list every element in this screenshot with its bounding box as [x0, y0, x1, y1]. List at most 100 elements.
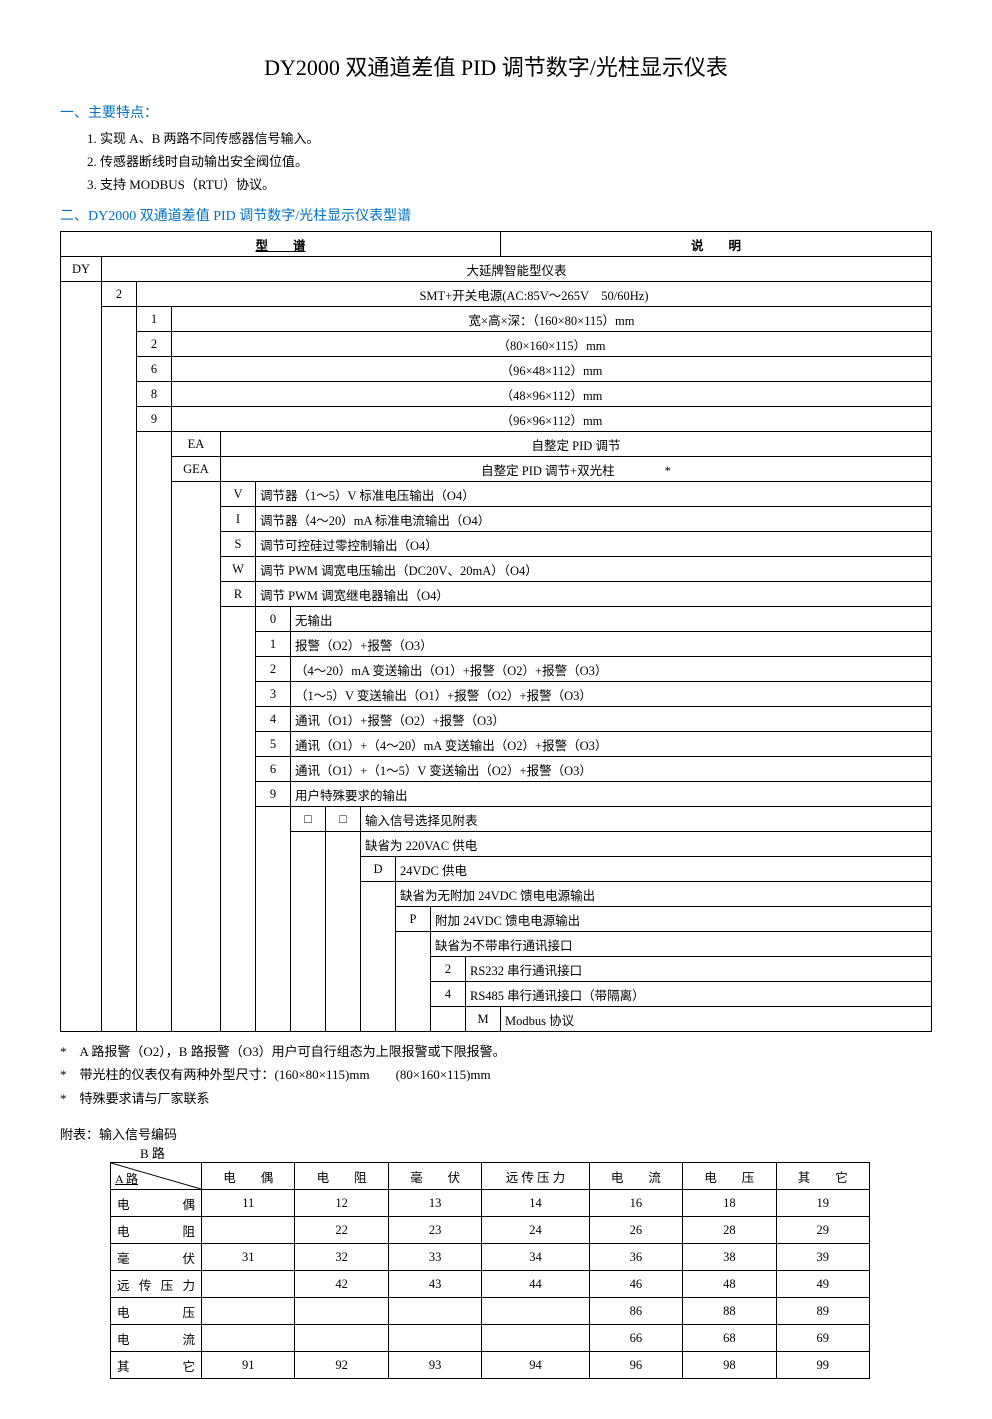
spec-code-cell — [61, 632, 102, 657]
signal-row: 电 阻222324262829 — [111, 1217, 870, 1244]
spec-code-cell — [61, 707, 102, 732]
spec-code-cell — [172, 482, 221, 507]
spec-code-cell — [326, 907, 361, 932]
signal-cell: 89 — [776, 1298, 869, 1325]
spec-code-cell — [172, 507, 221, 532]
signal-cell: 32 — [295, 1244, 388, 1271]
spec-code-cell — [172, 607, 221, 632]
spec-code-cell: 1 — [256, 632, 291, 657]
spec-code-cell — [102, 882, 137, 907]
spec-code-cell — [61, 532, 102, 557]
spec-code-cell — [102, 632, 137, 657]
spec-row: 9（96×96×112）mm — [61, 407, 932, 432]
spec-code-cell — [61, 557, 102, 582]
spec-code-cell: 3 — [256, 682, 291, 707]
signal-col-header: 毫 伏 — [388, 1163, 481, 1190]
spec-code-cell — [102, 707, 137, 732]
spec-code-cell — [221, 1007, 256, 1032]
spec-code-cell — [361, 957, 396, 982]
spec-code-cell: 9 — [137, 407, 172, 432]
spec-code-cell — [137, 607, 172, 632]
spec-code-cell — [326, 932, 361, 957]
signal-cell — [202, 1217, 295, 1244]
spec-code-cell — [102, 432, 137, 457]
note-line: * A 路报警（O2），B 路报警（O3）用户可自行组态为上限报警或下限报警。 — [60, 1040, 932, 1063]
spec-code-cell: EA — [172, 432, 221, 457]
spec-code-cell — [221, 882, 256, 907]
spec-code-cell — [102, 682, 137, 707]
spec-desc-cell: 调节器（4～20）mA 标准电流输出（O4） — [256, 507, 932, 532]
spec-code-cell — [256, 907, 291, 932]
signal-cell — [202, 1325, 295, 1352]
spec-code-cell — [172, 732, 221, 757]
spec-code-cell — [172, 807, 221, 832]
spec-row: 9用户特殊要求的输出 — [61, 782, 932, 807]
spec-code-cell — [61, 432, 102, 457]
spec-code-cell — [102, 382, 137, 407]
spec-code-cell — [137, 807, 172, 832]
signal-col-header: 电 压 — [683, 1163, 776, 1190]
spec-desc-cell: （4～20）mA 变送输出（O1）+报警（O2）+报警（O3） — [291, 657, 932, 682]
spec-code-cell — [326, 882, 361, 907]
section-1-title: 一、主要特点： — [60, 102, 932, 122]
spec-code-cell — [61, 1007, 102, 1032]
spec-desc-cell: 用户特殊要求的输出 — [291, 782, 932, 807]
spec-code-cell — [61, 907, 102, 932]
spec-code-cell — [172, 982, 221, 1007]
spec-desc-cell: 缺省为不带串行通讯接口 — [431, 932, 932, 957]
signal-cell: 36 — [589, 1244, 682, 1271]
signal-cell: 12 — [295, 1190, 388, 1217]
signal-cell: 34 — [482, 1244, 589, 1271]
spec-code-cell — [326, 957, 361, 982]
spec-code-cell — [256, 957, 291, 982]
spec-code-cell — [137, 557, 172, 582]
page-title: DY2000 双通道差值 PID 调节数字/光柱显示仪表 — [60, 50, 932, 82]
spec-code-cell — [221, 982, 256, 1007]
spec-code-cell — [291, 882, 326, 907]
spec-code-cell — [102, 807, 137, 832]
signal-cell: 42 — [295, 1271, 388, 1298]
spec-code-cell — [61, 507, 102, 532]
notes-block: * A 路报警（O2），B 路报警（O3）用户可自行组态为上限报警或下限报警。 … — [60, 1040, 932, 1110]
spec-code-cell — [137, 932, 172, 957]
signal-cell: 31 — [202, 1244, 295, 1271]
signal-row: 毫 伏31323334363839 — [111, 1244, 870, 1271]
signal-cell: 13 — [388, 1190, 481, 1217]
spec-code-cell — [102, 582, 137, 607]
spec-code-cell: V — [221, 482, 256, 507]
spec-code-cell — [172, 932, 221, 957]
spec-code-cell: □ — [326, 807, 361, 832]
spec-row: I调节器（4～20）mA 标准电流输出（O4） — [61, 507, 932, 532]
signal-cell: 26 — [589, 1217, 682, 1244]
spec-desc-cell: 调节 PWM 调宽继电器输出（O4） — [256, 582, 932, 607]
spec-desc-cell: （80×160×115）mm — [172, 332, 932, 357]
spec-code-cell — [102, 932, 137, 957]
spec-row: P附加 24VDC 馈电电源输出 — [61, 907, 932, 932]
signal-cell: 24 — [482, 1217, 589, 1244]
spec-code-cell — [137, 457, 172, 482]
signal-cell: 29 — [776, 1217, 869, 1244]
signal-cell — [202, 1271, 295, 1298]
spec-row: 8（48×96×112）mm — [61, 382, 932, 407]
spec-code-cell — [256, 807, 291, 832]
spec-code-cell — [291, 832, 326, 857]
signal-col-header: 电 偶 — [202, 1163, 295, 1190]
signal-cell: 69 — [776, 1325, 869, 1352]
spec-code-cell — [102, 782, 137, 807]
signal-row: 电 流666869 — [111, 1325, 870, 1352]
signal-cell: 46 — [589, 1271, 682, 1298]
signal-cell — [295, 1298, 388, 1325]
spec-row: 2（4～20）mA 变送输出（O1）+报警（O2）+报警（O3） — [61, 657, 932, 682]
note-line: * 带光柱的仪表仅有两种外型尺寸：(160×80×115)mm (80×160×… — [60, 1063, 932, 1086]
signal-row-header: 远 传 压 力 — [111, 1271, 202, 1298]
signal-cell: 33 — [388, 1244, 481, 1271]
spec-code-cell — [61, 357, 102, 382]
spec-code-cell — [221, 757, 256, 782]
spec-header-right: 说 明 — [501, 232, 932, 257]
spec-code-cell — [137, 507, 172, 532]
spec-code-cell — [256, 932, 291, 957]
feature-item: 实现 A、B 两路不同传感器信号输入。 — [100, 128, 932, 147]
spec-code-cell — [396, 982, 431, 1007]
spec-desc-cell: 缺省为 220VAC 供电 — [361, 832, 932, 857]
signal-cell: 92 — [295, 1352, 388, 1379]
